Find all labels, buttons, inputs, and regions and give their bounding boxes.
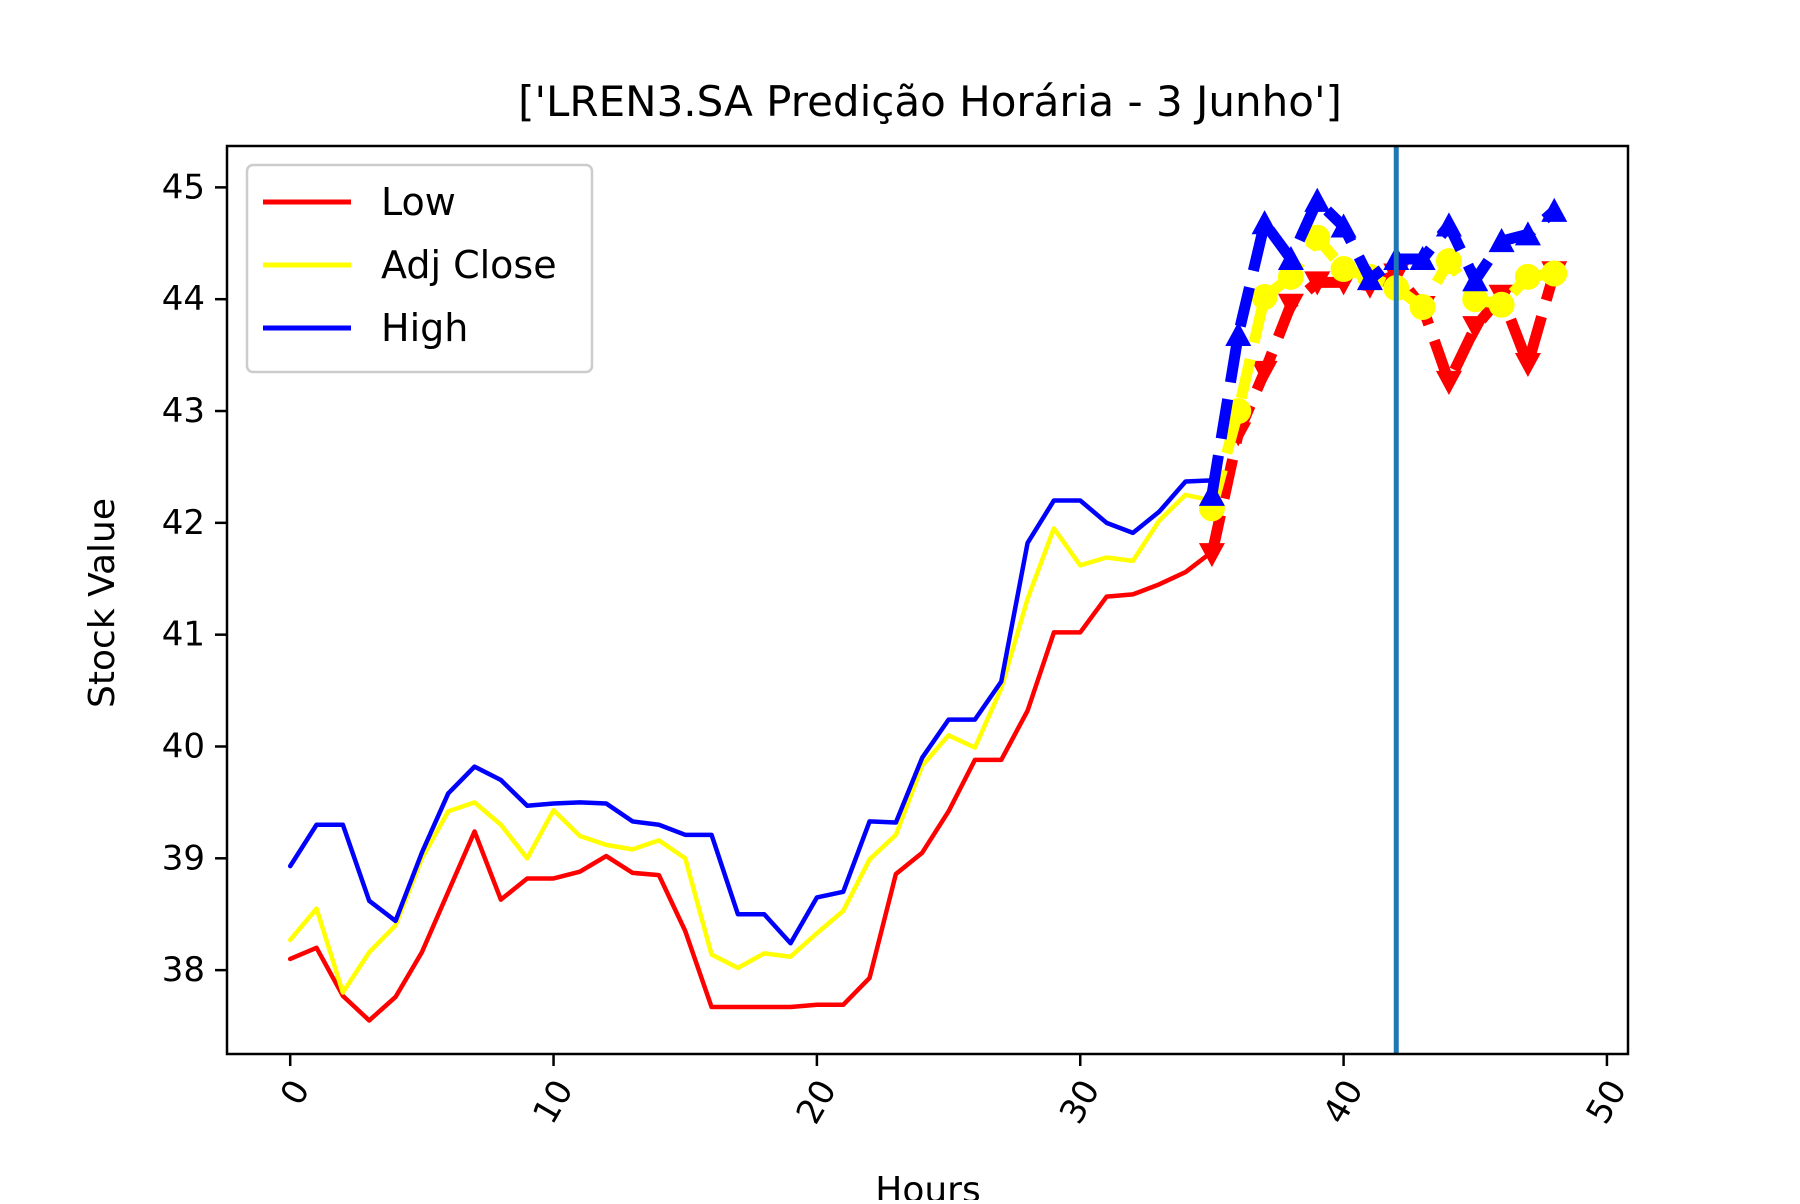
data-point bbox=[1225, 321, 1252, 347]
data-point bbox=[1514, 263, 1541, 290]
data-point bbox=[1462, 267, 1489, 292]
data-point bbox=[1198, 543, 1225, 568]
data-point bbox=[1277, 263, 1304, 290]
y-tick-label: 38 bbox=[162, 950, 205, 990]
data-point bbox=[1356, 266, 1383, 291]
legend-label: High bbox=[381, 306, 468, 350]
data-point bbox=[1277, 245, 1304, 270]
data-point bbox=[1462, 316, 1489, 341]
legend-box bbox=[245, 163, 594, 374]
data-point bbox=[1514, 353, 1541, 378]
y-axis-label: Stock Value bbox=[82, 498, 123, 708]
plot-area bbox=[287, 146, 1568, 1054]
legend: Low Adj Close High bbox=[245, 163, 594, 374]
data-point bbox=[1435, 212, 1462, 237]
data-point bbox=[1488, 228, 1515, 253]
data-point bbox=[1488, 291, 1515, 318]
data-point bbox=[1251, 360, 1278, 385]
data-point bbox=[1514, 221, 1541, 246]
y-tick-label: 44 bbox=[162, 279, 205, 319]
series-line-2 bbox=[287, 478, 1215, 946]
data-point bbox=[1304, 187, 1331, 212]
data-point bbox=[1251, 283, 1278, 310]
plot-frame bbox=[225, 144, 1630, 1056]
data-point bbox=[1330, 256, 1357, 283]
data-point bbox=[1251, 210, 1278, 235]
legend-label: Adj Close bbox=[381, 243, 557, 287]
data-point bbox=[1541, 260, 1568, 287]
data-point bbox=[1541, 197, 1568, 222]
y-tick-label: 41 bbox=[162, 615, 205, 655]
y-tick-label: 42 bbox=[162, 503, 205, 543]
series-line-0 bbox=[287, 549, 1215, 1023]
data-point bbox=[1409, 245, 1436, 270]
data-point bbox=[1435, 370, 1462, 395]
data-point bbox=[1435, 248, 1462, 275]
y-tick-label: 40 bbox=[162, 726, 205, 766]
data-point bbox=[1462, 286, 1489, 313]
y-tick-label: 43 bbox=[162, 391, 205, 431]
chart-title: ['LREN3.SA Predição Horária - 3 Junho'] bbox=[518, 77, 1342, 126]
y-tick-label: 45 bbox=[162, 167, 205, 207]
data-point bbox=[1198, 481, 1225, 506]
data-point bbox=[1277, 293, 1304, 318]
data-point bbox=[1330, 213, 1357, 238]
legend-label: Low bbox=[381, 180, 456, 224]
data-point bbox=[1304, 271, 1331, 296]
x-axis-label: Hours bbox=[875, 1170, 980, 1200]
y-tick-label: 39 bbox=[162, 838, 205, 878]
data-point bbox=[1409, 294, 1436, 321]
data-point bbox=[1304, 224, 1331, 251]
series-line-1 bbox=[287, 492, 1215, 995]
